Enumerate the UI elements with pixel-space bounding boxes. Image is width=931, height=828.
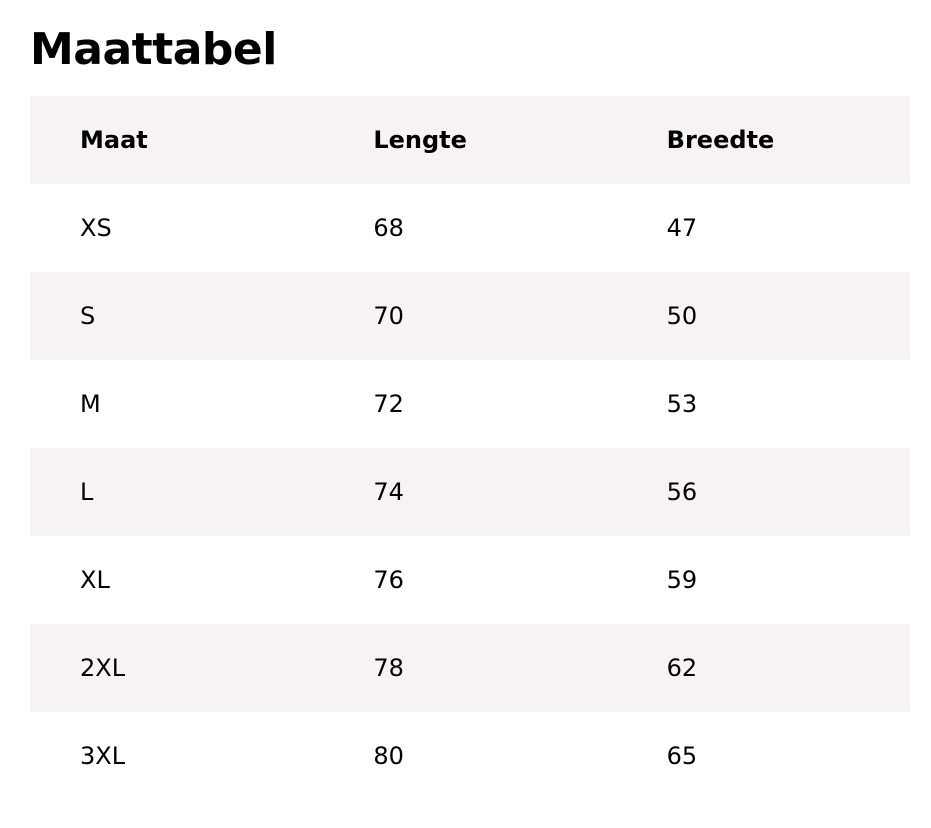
length-cell: 74 <box>373 478 404 506</box>
size-cell: L <box>80 478 94 506</box>
size-cell: XS <box>80 214 112 242</box>
width-cell: 56 <box>666 478 698 506</box>
size-cell: 2XL <box>80 654 126 682</box>
header-size: Maat <box>80 126 148 154</box>
table-row: L 74 56 <box>30 448 910 536</box>
width-cell: 47 <box>666 214 698 242</box>
table-row: 2XL 78 62 <box>30 624 910 712</box>
table-row: XL 76 59 <box>30 536 910 624</box>
length-cell: 72 <box>373 390 404 418</box>
length-cell: 78 <box>373 654 404 682</box>
width-cell: 50 <box>666 302 698 330</box>
width-cell: 53 <box>666 390 698 418</box>
length-cell: 76 <box>373 566 404 594</box>
length-cell: 70 <box>373 302 404 330</box>
size-cell: 3XL <box>80 742 126 770</box>
table-row: S 70 50 <box>30 272 910 360</box>
size-cell: S <box>80 302 96 330</box>
table-row: XS 68 47 <box>30 184 910 272</box>
table-row: M 72 53 <box>30 360 910 448</box>
header-length: Lengte <box>373 126 467 154</box>
length-cell: 68 <box>373 214 404 242</box>
width-cell: 65 <box>666 742 698 770</box>
length-cell: 80 <box>373 742 404 770</box>
size-cell: M <box>80 390 101 418</box>
width-cell: 59 <box>666 566 698 594</box>
table-row: 3XL 80 65 <box>30 712 910 800</box>
width-cell: 62 <box>666 654 698 682</box>
size-cell: XL <box>80 566 110 594</box>
page-title: Maattabel <box>30 24 277 75</box>
table-header-row: Maat Lengte Breedte <box>30 96 910 184</box>
header-width: Breedte <box>666 126 775 154</box>
size-table: Maat Lengte Breedte XS 68 47 S 70 50 M 72 53 L 74 5… <box>30 96 910 800</box>
